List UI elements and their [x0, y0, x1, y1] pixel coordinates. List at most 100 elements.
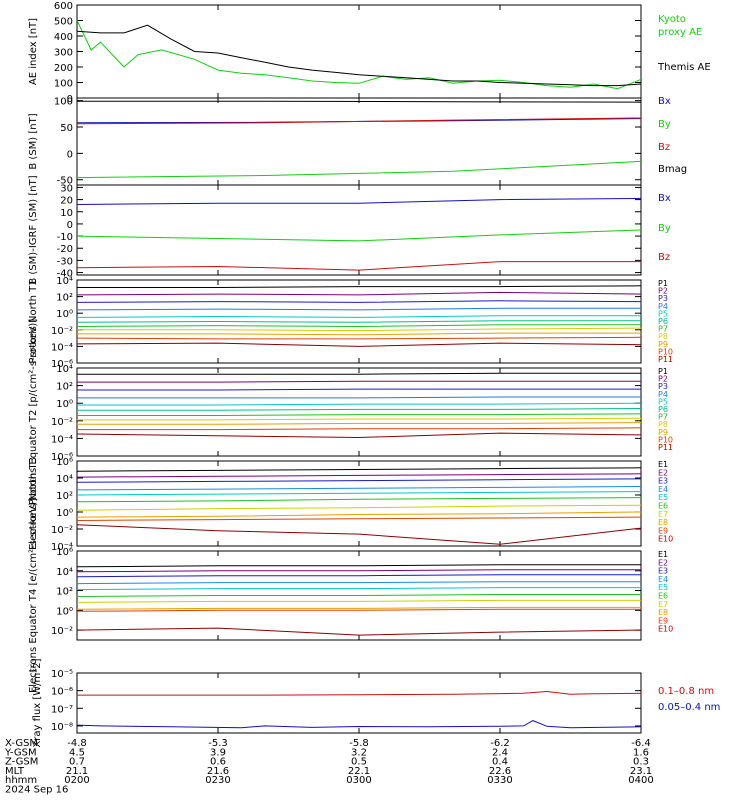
series-e5 [76, 491, 642, 496]
tick-mlt: 21.1 [66, 766, 88, 777]
series-p9 [77, 332, 641, 336]
series-p7 [76, 324, 641, 328]
legend-pn-7: P8 [658, 332, 668, 341]
tick-zgsm: 0.3 [633, 757, 649, 768]
y-tick-label: 10⁻⁴ [51, 542, 73, 553]
y-tick-label: 10² [56, 293, 73, 304]
series-bz [76, 261, 641, 271]
legend-en-4: E5 [658, 493, 668, 502]
legend-ee-6: E7 [658, 600, 668, 609]
legend-pe-0: P1 [658, 367, 668, 376]
series-e4 [76, 581, 641, 585]
tick-ygsm: 2.4 [492, 747, 508, 758]
y-axis-label: B (SM)-IGRF (SM) [nT] [28, 175, 39, 284]
legend-en-0: E1 [658, 460, 668, 469]
y-tick-label: 10⁰ [56, 309, 73, 320]
series-e6 [76, 594, 641, 597]
tick-xgsm: -6.2 [490, 738, 510, 749]
legend-en-7: E8 [658, 518, 668, 527]
series-e8 [76, 606, 641, 610]
legend-xr-1: 0.05–0.4 nm [658, 702, 720, 713]
legend-pn-0: P1 [658, 279, 668, 288]
series-p5 [77, 402, 642, 406]
y-axis-label: AE index [nT] [28, 18, 39, 85]
y-axis-label: Electrons Equator T4 [e/(cm²-s-sr-keV)] [28, 498, 39, 693]
y-tick-label: 10⁰ [56, 508, 73, 519]
legend-ee-1: E2 [658, 558, 668, 567]
series-themis-ae [76, 24, 642, 87]
legend-b-0: Bx [658, 96, 671, 107]
y-tick-label: 10⁻⁴ [51, 342, 73, 353]
series-by [76, 160, 642, 179]
y-tick-label: 500 [54, 17, 73, 28]
legend-xr-0: 0.1–0.8 nm [658, 686, 714, 697]
row-label-mlt: MLT [5, 766, 25, 777]
series-p9 [77, 422, 642, 425]
series-bmag [77, 100, 642, 103]
legend-pe-7: P8 [658, 420, 668, 429]
tick-mlt: 21.6 [207, 766, 229, 777]
y-tick-label: 0 [67, 149, 73, 160]
legend-ee-5: E6 [658, 592, 668, 601]
tick-mlt: 23.1 [630, 766, 652, 777]
series-e10 [76, 627, 642, 636]
legend-pn-10: P11 [658, 355, 673, 364]
tick-ygsm: 1.6 [633, 747, 649, 758]
series-p1 [77, 285, 642, 288]
series-p1 [77, 372, 641, 375]
y-tick-label: -20 [57, 244, 73, 255]
tick-mlt: 22.6 [489, 766, 511, 777]
series-p10 [76, 336, 642, 340]
series-p8 [77, 417, 642, 421]
legend-pn-9: P10 [658, 347, 673, 356]
row-label-ygsm: Y-GSM [4, 747, 37, 758]
series-p11 [76, 342, 642, 347]
y-tick-label: 10⁻⁸ [51, 722, 73, 733]
panel-pe: 10⁴ 10² 10⁰ 10⁻² 10⁻⁴ 10⁻⁶ Protons Equator T2 … [28, 319, 673, 506]
legend-pe-1: P2 [658, 375, 668, 384]
y-tick-label: 10⁴ [56, 276, 73, 287]
series-p3 [76, 300, 642, 303]
series-p5 [76, 315, 641, 318]
legend-ee-0: E1 [658, 550, 668, 559]
legend-pn-5: P6 [658, 317, 668, 326]
y-tick-label: 0 [67, 220, 73, 231]
legend-en-1: E2 [658, 468, 668, 477]
y-tick-label: 10⁻⁶ [51, 687, 73, 698]
date-label: 2024 Sep 16 [5, 785, 68, 796]
legend-ee-2: E3 [658, 567, 668, 576]
series-p2 [77, 380, 641, 383]
series-e7 [76, 599, 641, 603]
y-tick-label: 10⁻⁴ [51, 434, 73, 445]
legend-en-9: E10 [658, 535, 673, 544]
legend-ae-2: Themis AE [657, 62, 711, 73]
tick-ygsm: 3.2 [351, 747, 367, 758]
panel-frame [76, 672, 642, 734]
legend-pn-8: P9 [658, 340, 668, 349]
tick-hhmm: 0230 [205, 775, 230, 786]
series-p6 [76, 320, 641, 323]
series-bz [76, 117, 642, 125]
y-tick-label: 300 [54, 48, 73, 59]
y-tick-label: -10 [57, 232, 73, 243]
tick-hhmm: 0400 [628, 775, 653, 786]
legend-pe-9: P10 [658, 435, 673, 444]
y-tick-label: 10⁰ [56, 399, 73, 410]
y-tick-label: 10⁴ [56, 567, 73, 578]
series-e6 [76, 497, 642, 503]
legend-ee-3: E4 [658, 575, 668, 584]
y-axis-label: B (SM) [nT] [28, 113, 39, 169]
legend-pe-5: P6 [658, 405, 668, 414]
tick-zgsm: 0.5 [351, 757, 367, 768]
series-e9 [76, 608, 641, 612]
y-tick-label: 10⁻² [51, 417, 73, 428]
series-e8 [76, 511, 642, 518]
legend-pe-6: P7 [658, 413, 668, 422]
row-label-xgsm: X-GSM [5, 738, 38, 749]
series-e2 [76, 569, 641, 573]
series-e4 [76, 486, 642, 491]
legend-b-2: Bz [658, 142, 670, 153]
y-axis-label: Protons Equator T2 [p/(cm²-s-sr-keV)] [28, 319, 39, 506]
